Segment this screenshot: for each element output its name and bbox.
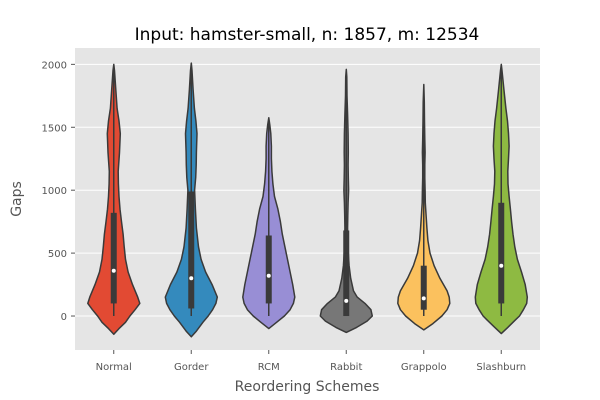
x-tick-label: Slashburn bbox=[476, 362, 526, 373]
y-axis-label: Gaps bbox=[9, 181, 25, 217]
violin-iqr-box bbox=[498, 202, 505, 304]
grid bbox=[75, 63, 540, 317]
x-axis-ticks: Normal Gorder RCM Rabbit Grappolo Slashburn bbox=[96, 350, 526, 373]
y-tick-label: 500 bbox=[48, 249, 67, 260]
x-tick-label: RCM bbox=[258, 362, 280, 373]
y-tick-label: 1000 bbox=[42, 186, 67, 197]
y-tick-label: 1500 bbox=[42, 123, 67, 134]
violin-normal bbox=[87, 63, 141, 336]
violin-iqr-box bbox=[265, 235, 272, 304]
violin-gorder bbox=[164, 62, 219, 338]
violin-grappolo bbox=[397, 83, 451, 331]
violin-iqr-box bbox=[420, 265, 427, 310]
violin-median-dot bbox=[344, 298, 349, 303]
violin-iqr-box bbox=[188, 191, 195, 309]
violin-median-dot bbox=[189, 276, 194, 281]
violin-iqr-box bbox=[110, 212, 117, 304]
chart-title: Input: hamster-small, n: 1857, m: 12534 bbox=[135, 25, 480, 45]
x-tick-label: Normal bbox=[96, 362, 132, 373]
x-tick-label: Grappolo bbox=[401, 362, 447, 373]
y-tick-label: 2000 bbox=[42, 60, 67, 71]
y-axis-ticks: 0 500 1000 1500 2000 bbox=[42, 60, 75, 323]
violin-rabbit bbox=[319, 68, 374, 334]
x-tick-label: Rabbit bbox=[330, 362, 362, 373]
violin-iqr-box bbox=[343, 230, 350, 317]
x-tick-label: Gorder bbox=[174, 362, 209, 373]
violins bbox=[87, 62, 529, 338]
violin-median-dot bbox=[266, 273, 271, 278]
violin-median-dot bbox=[421, 296, 426, 301]
violin-median-dot bbox=[111, 268, 116, 273]
y-tick-label: 0 bbox=[61, 312, 67, 323]
x-axis-label: Reordering Schemes bbox=[235, 379, 380, 395]
violin-rcm bbox=[242, 117, 296, 330]
plot-area bbox=[75, 48, 540, 350]
violin-median-dot bbox=[499, 263, 504, 268]
violin-slashburn bbox=[474, 63, 529, 335]
